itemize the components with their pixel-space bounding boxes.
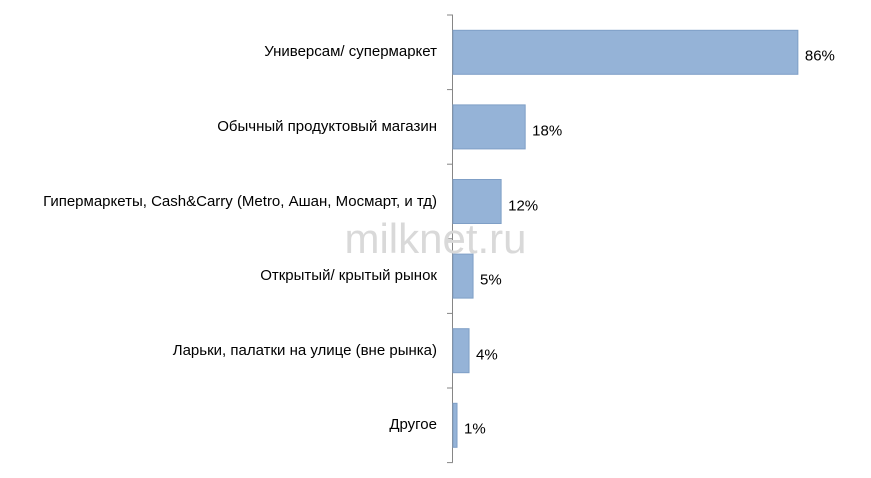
bar: [452, 29, 799, 75]
value-label: 4%: [476, 346, 498, 364]
category-label: Другое: [389, 416, 437, 434]
bar: [452, 402, 458, 448]
bar: [452, 328, 470, 374]
bar: [452, 253, 474, 299]
watermark: milknet.ru: [344, 215, 527, 262]
value-label: 86%: [804, 47, 835, 65]
value-label: 18%: [532, 122, 563, 140]
category-label: Открытый/ крытый рынок: [260, 267, 437, 285]
category-label: Гипермаркеты, Cash&Carry (Metro, Ашан, М…: [43, 192, 437, 210]
value-label: 5%: [480, 271, 502, 289]
value-label: 12%: [508, 197, 539, 214]
value-label: 1%: [464, 420, 486, 438]
bar: [452, 179, 502, 224]
category-label: Универсам/ супермаркет: [264, 43, 437, 61]
category-label: Обычный продуктовый магазин: [217, 117, 437, 135]
category-label: Ларьки, палатки на улице (вне рынка): [172, 341, 437, 359]
bar: [452, 104, 526, 150]
